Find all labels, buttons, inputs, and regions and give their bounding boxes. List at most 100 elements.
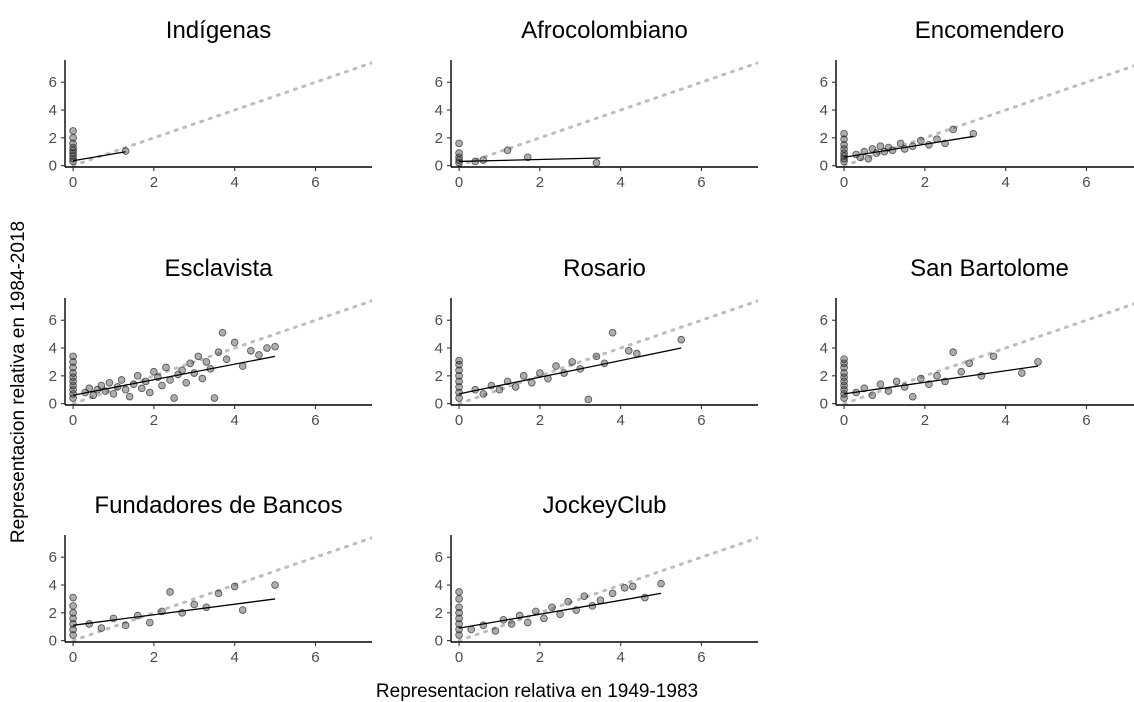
data-point xyxy=(218,328,227,337)
fit-line xyxy=(458,592,662,629)
data-point xyxy=(908,392,917,401)
data-point xyxy=(69,134,77,142)
data-point xyxy=(495,385,504,394)
y-tick-label: 2 xyxy=(49,368,57,385)
data-point xyxy=(69,614,77,623)
x-tick-label: 0 xyxy=(69,174,77,191)
data-point xyxy=(949,125,957,134)
data-point xyxy=(840,149,848,157)
x-tick-label: 4 xyxy=(230,412,238,429)
panel-encomendero: Encomendero 0 2 4 6 0 2 4 6 xyxy=(820,17,1134,191)
y-tick-label: 6 xyxy=(49,74,57,91)
data-point xyxy=(896,139,905,148)
y-tick-label: 2 xyxy=(435,368,443,385)
y-tick-label: 4 xyxy=(435,102,443,119)
x-tick-label: 0 xyxy=(840,412,848,429)
y-tick-label: 0 xyxy=(49,396,57,413)
data-point xyxy=(210,394,219,402)
data-point xyxy=(467,625,475,634)
plot-area xyxy=(840,64,1134,167)
x-tick-label: 0 xyxy=(455,412,463,429)
x-tick-label: 4 xyxy=(1001,174,1009,191)
plot-area xyxy=(455,299,758,405)
data-point xyxy=(271,342,279,351)
data-point xyxy=(503,146,512,155)
data-point xyxy=(146,618,154,627)
y-tick-label: 6 xyxy=(49,549,57,566)
panel-afrocolombiano: Afrocolombiano 0 2 4 6 0 2 4 6 xyxy=(435,17,758,191)
panel-esclavista: Esclavista 0 2 4 6 0 2 4 6 xyxy=(49,255,372,429)
figure-xlabel: Representacion relativa en 1949-1983 xyxy=(376,681,698,702)
data-point xyxy=(133,372,142,380)
y-tick-label: 0 xyxy=(49,158,57,175)
data-point xyxy=(580,592,589,600)
x-tick-label: 6 xyxy=(697,412,705,429)
data-point xyxy=(137,384,146,393)
data-point xyxy=(214,589,223,598)
data-point xyxy=(202,358,211,366)
y-tick-label: 0 xyxy=(49,633,57,650)
data-point xyxy=(596,596,605,605)
data-point xyxy=(263,344,271,352)
reference-line xyxy=(457,299,758,405)
data-point xyxy=(69,363,77,372)
y-tick-label: 0 xyxy=(435,396,443,413)
y-tick-label: 6 xyxy=(435,549,443,566)
data-point xyxy=(840,135,848,144)
x-tick-label: 0 xyxy=(69,412,77,429)
data-point xyxy=(109,390,118,398)
plot-area xyxy=(69,536,372,642)
plot-area xyxy=(69,299,372,405)
data-point xyxy=(917,374,925,383)
data-point xyxy=(69,127,77,135)
data-point xyxy=(455,614,463,623)
data-point xyxy=(455,377,463,386)
data-point xyxy=(85,384,94,393)
data-point xyxy=(965,359,974,368)
data-point xyxy=(238,362,247,370)
data-point xyxy=(876,380,885,388)
data-point xyxy=(186,359,195,368)
data-point xyxy=(455,620,463,628)
data-point xyxy=(568,358,576,366)
data-point xyxy=(162,363,170,372)
data-point xyxy=(455,383,463,391)
data-point xyxy=(523,618,532,627)
y-tick-label: 4 xyxy=(49,577,57,594)
data-point xyxy=(989,352,998,361)
x-tick-label: 4 xyxy=(616,174,624,191)
x-tick-label: 4 xyxy=(1001,412,1009,429)
data-point xyxy=(69,149,77,157)
y-tick-label: 6 xyxy=(820,74,828,91)
data-point xyxy=(455,394,463,402)
fit-line xyxy=(843,365,1039,395)
fit-line xyxy=(843,135,974,158)
x-tick-label: 0 xyxy=(840,174,848,191)
data-point xyxy=(840,129,848,138)
data-point xyxy=(840,145,848,153)
plot-area xyxy=(455,536,758,642)
data-point xyxy=(657,579,665,588)
data-point xyxy=(230,338,239,347)
reference-line xyxy=(71,299,372,405)
data-point xyxy=(455,139,463,148)
data-point xyxy=(840,369,848,377)
data-point xyxy=(146,388,154,397)
panel-jockeyclub: JockeyClub 0 2 4 6 0 2 4 6 xyxy=(435,492,758,666)
data-point xyxy=(479,156,488,164)
data-point xyxy=(69,369,77,377)
data-point xyxy=(608,589,617,598)
data-point xyxy=(117,376,126,384)
x-tick-label: 6 xyxy=(311,174,319,191)
x-tick-label: 2 xyxy=(536,174,544,191)
data-point xyxy=(455,595,463,603)
x-tick-label: 6 xyxy=(697,174,705,191)
panel-title: Esclavista xyxy=(164,255,273,282)
fit-line xyxy=(72,355,276,396)
data-point xyxy=(840,355,848,363)
panel-title: Rosario xyxy=(563,255,646,282)
x-tick-label: 6 xyxy=(1082,412,1090,429)
data-point xyxy=(69,625,77,634)
data-point xyxy=(133,611,142,620)
